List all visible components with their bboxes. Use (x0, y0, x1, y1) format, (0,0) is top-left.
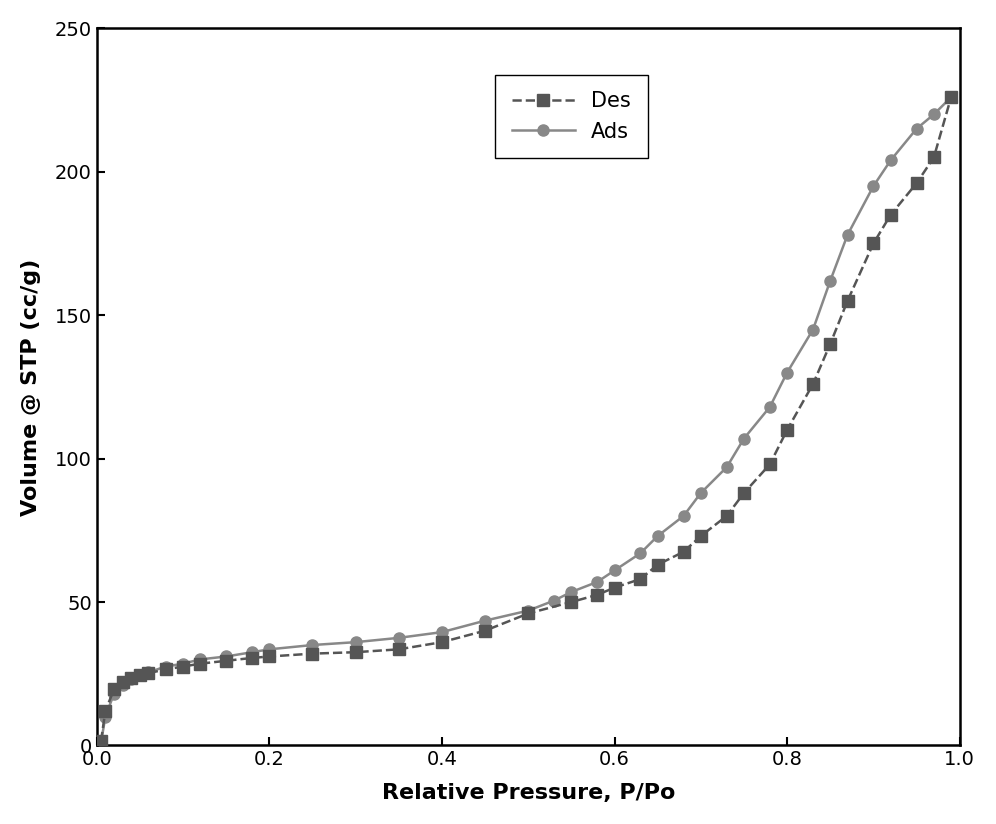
Ads (133, 670, 145, 680)
Ads (781, 368, 793, 377)
Legend: Des, Ads: Des, Ads (495, 75, 647, 158)
Des (695, 531, 707, 541)
Ads (910, 124, 922, 133)
Ads (928, 110, 940, 119)
Ads (842, 230, 854, 240)
Des (108, 685, 120, 695)
Des (350, 647, 362, 657)
Des (194, 658, 206, 668)
Des (609, 583, 621, 592)
Des (677, 547, 689, 557)
Ads (651, 531, 663, 541)
Des (928, 152, 940, 162)
Des (159, 664, 171, 674)
Des (436, 637, 448, 647)
Line: Des: Des (96, 91, 956, 747)
Des (721, 511, 733, 521)
Ads (263, 644, 275, 654)
Ads (522, 606, 534, 616)
Des (220, 656, 232, 666)
Ads (95, 737, 107, 747)
Des (100, 706, 112, 716)
Des (910, 178, 922, 188)
Ads (634, 548, 646, 558)
Des (522, 609, 534, 619)
Des (764, 459, 776, 469)
Ads (868, 181, 879, 191)
Ads (721, 462, 733, 472)
Des (634, 574, 646, 584)
Des (479, 625, 491, 635)
Y-axis label: Volume @ STP (cc/g): Volume @ STP (cc/g) (21, 258, 41, 516)
Ads (350, 637, 362, 647)
Ads (764, 402, 776, 412)
Ads (436, 627, 448, 637)
Des (825, 339, 837, 349)
Des (125, 673, 137, 683)
Des (781, 425, 793, 435)
Des (945, 92, 957, 102)
Des (738, 488, 750, 498)
Des (651, 559, 663, 569)
Ads (677, 511, 689, 521)
Ads (159, 662, 171, 672)
Des (868, 238, 879, 248)
Des (807, 379, 819, 389)
Ads (738, 433, 750, 443)
Des (307, 648, 319, 658)
Des (842, 296, 854, 306)
Des (884, 210, 896, 220)
Ads (246, 647, 258, 657)
Ads (307, 640, 319, 650)
Ads (479, 616, 491, 625)
Ads (117, 681, 128, 691)
Ads (220, 652, 232, 662)
Ads (825, 276, 837, 286)
Des (95, 736, 107, 746)
Ads (100, 712, 112, 722)
Ads (142, 667, 154, 677)
X-axis label: Relative Pressure, P/Po: Relative Pressure, P/Po (381, 783, 675, 803)
Des (246, 653, 258, 662)
Ads (695, 488, 707, 498)
Des (177, 662, 189, 672)
Des (117, 677, 128, 687)
Ads (945, 92, 957, 102)
Des (142, 668, 154, 678)
Ads (548, 596, 560, 606)
Ads (177, 658, 189, 668)
Des (133, 670, 145, 680)
Des (592, 590, 604, 600)
Ads (807, 325, 819, 335)
Des (566, 597, 578, 607)
Ads (609, 565, 621, 575)
Ads (108, 689, 120, 699)
Ads (125, 675, 137, 685)
Ads (392, 633, 404, 643)
Line: Ads: Ads (96, 91, 956, 748)
Ads (566, 587, 578, 597)
Ads (592, 577, 604, 587)
Ads (194, 654, 206, 664)
Des (392, 644, 404, 654)
Des (263, 652, 275, 662)
Ads (884, 156, 896, 166)
